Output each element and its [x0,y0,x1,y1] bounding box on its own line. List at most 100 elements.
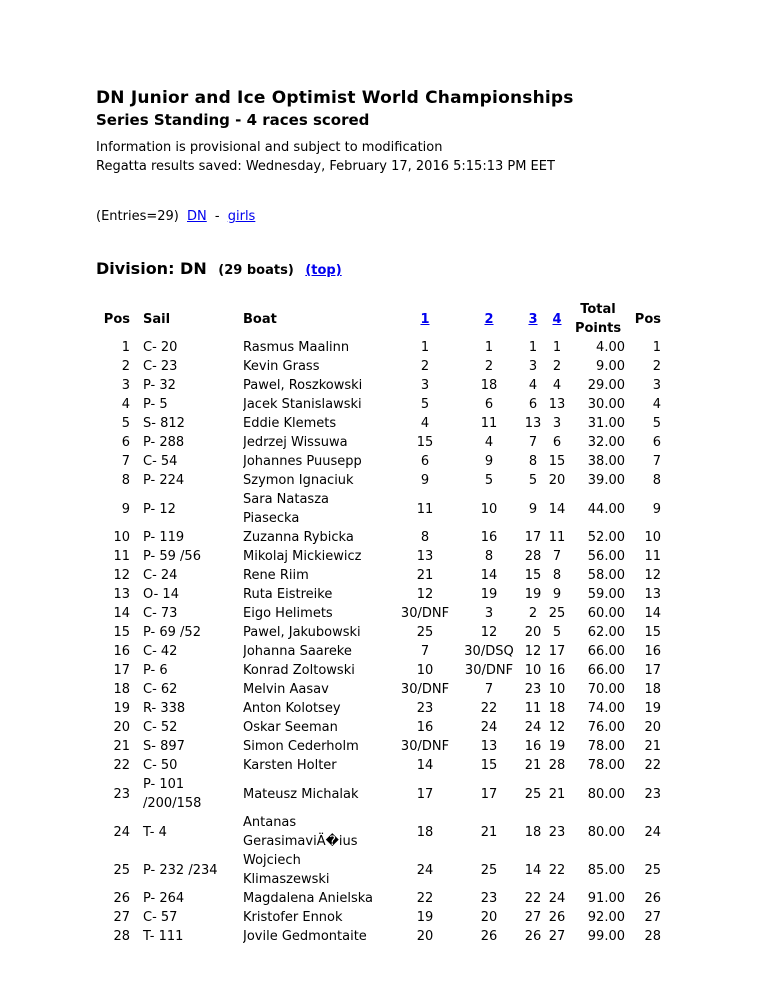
race3-cell: 11 [524,701,542,716]
race1-cell: 25 [416,625,434,640]
sail-cell: C- 54 [143,454,178,469]
sail-cell: P- 12 [143,501,176,517]
table-row: 8 P- 224 Szymon Ignaciuk 9 5 5 20 39.00 8 [96,471,661,490]
pos-cell: 17 [113,663,130,678]
table-row: 27 C- 57 Kristofer Ennok 19 20 27 26 92.00 27 [96,908,661,927]
race1-cell: 14 [416,758,434,773]
table-row: 20 C- 52 Oskar Seeman 16 24 24 12 76.00 20 [96,718,661,737]
race2-cell: 3 [484,606,494,621]
race1-cell: 5 [420,397,430,412]
race-4-link[interactable]: 4 [552,311,562,327]
results-table-body: 1 C- 20 Rasmus Maalinn 1 1 1 1 4.00 1 2 C- 23 Kevin… [96,338,661,946]
pos-right-cell: 19 [644,701,661,716]
sail-cell: R- 338 [143,701,186,716]
results-saved-timestamp: Regatta results saved: Wednesday, Februa… [96,159,555,174]
pos-right-cell: 23 [644,786,661,802]
race1-cell: 18 [416,824,434,840]
sail-cell: P- 69 /52 [143,625,201,640]
race3-cell: 2 [528,606,538,621]
table-row: 24 T- 4 Antanas GerasimaviÄ�ius 18 21 18 23 80.… [96,813,661,851]
total-points-cell: 74.00 [587,701,625,716]
top-link[interactable]: (top) [305,263,342,278]
sail-cell: P- 224 [143,473,185,488]
total-points-cell: 92.00 [587,910,625,925]
boat-cell: Jedrzej Wissuwa [243,435,348,450]
table-row: 22 C- 50 Karsten Holter 14 15 21 28 78.00 22 [96,756,661,775]
race3-cell: 19 [524,587,542,602]
boat-cell: Oskar Seeman [243,720,338,735]
pos-cell: 26 [113,891,130,906]
race3-cell: 17 [524,530,542,545]
boat-cell: Eddie Klemets [243,416,337,431]
dn-division-link[interactable]: DN [187,209,207,224]
race4-cell: 15 [548,454,566,469]
pos-right-cell: 4 [652,397,661,412]
pos-right-cell: 28 [644,929,661,944]
table-row: 16 C- 42 Johanna Saareke 7 30/DSQ 12 17 66.00 16 [96,642,661,661]
sail-cell: P- 59 /56 [143,549,201,564]
total-points-cell: 85.00 [587,862,625,878]
col-header-total-points: Total Points [574,302,622,336]
table-header-row: Pos Sail Boat 1 2 3 4 Total Points Pos [96,300,661,338]
boat-cell: Antanas GerasimaviÄ�ius [243,815,358,849]
race1-cell: 9 [420,473,430,488]
total-points-cell: 31.00 [587,416,625,431]
boats-count: (29 boats) [218,263,294,278]
pos-cell: 18 [113,682,130,697]
race4-cell: 11 [548,530,566,545]
boat-cell: Zuzanna Rybicka [243,530,354,545]
table-row: 7 C- 54 Johannes Puusepp 6 9 8 15 38.00 7 [96,452,661,471]
race1-cell: 8 [420,530,430,545]
race1-cell: 6 [420,454,430,469]
race1-cell: 7 [420,644,430,659]
pos-cell: 10 [113,530,130,545]
race-1-link[interactable]: 1 [420,311,430,327]
total-points-cell: 78.00 [587,758,625,773]
sail-cell: C- 42 [143,644,178,659]
boat-cell: Mateusz Michalak [243,786,359,802]
sail-cell: P- 32 [143,378,176,393]
race1-cell: 12 [416,587,434,602]
race3-cell: 6 [528,397,538,412]
race4-cell: 17 [548,644,566,659]
page-subtitle: Series Standing - 4 races scored [96,111,370,129]
race2-cell: 15 [480,758,498,773]
race2-cell: 22 [480,701,498,716]
total-points-cell: 30.00 [587,397,625,412]
boat-cell: Anton Kolotsey [243,701,341,716]
girls-division-link[interactable]: girls [227,209,256,224]
pos-cell: 20 [113,720,130,735]
total-points-cell: 62.00 [587,625,625,640]
table-row: 19 R- 338 Anton Kolotsey 23 22 11 18 74.00 19 [96,699,661,718]
col-header-boat: Boat [243,311,277,327]
pos-right-cell: 25 [644,862,661,878]
race1-cell: 16 [416,720,434,735]
pos-right-cell: 16 [644,644,661,659]
race4-cell: 23 [548,824,566,840]
table-row: 11 P- 59 /56 Mikolaj Mickiewicz 13 8 28 7 56.00… [96,547,661,566]
entries-separator: - [214,209,220,224]
race1-cell: 21 [416,568,434,583]
table-row: 25 P- 232 /234 Wojciech Klimaszewski 24 25 14… [96,851,661,889]
sail-cell: S- 897 [143,739,185,754]
pos-cell: 15 [113,625,130,640]
race4-cell: 9 [552,587,562,602]
total-points-cell: 80.00 [587,824,625,840]
total-points-cell: 58.00 [587,568,625,583]
race-2-link[interactable]: 2 [484,311,494,327]
table-row: 13 O- 14 Ruta Eistreike 12 19 19 9 59.00 13 [96,585,661,604]
total-points-cell: 44.00 [587,501,625,517]
total-points-cell: 59.00 [587,587,625,602]
race1-cell: 1 [420,340,430,355]
race1-cell: 17 [416,786,434,802]
pos-cell: 1 [121,340,130,355]
pos-right-cell: 2 [652,359,661,374]
race-3-link[interactable]: 3 [528,311,538,327]
table-row: 23 P- 101 /200/158 Mateusz Michalak 17 17 25 2… [96,775,661,813]
pos-right-cell: 15 [644,625,661,640]
table-row: 6 P- 288 Jedrzej Wissuwa 15 4 7 6 32.00 6 [96,433,661,452]
division-title: Division: DN [96,259,207,278]
sail-cell: C- 73 [143,606,178,621]
sail-cell: C- 20 [143,340,178,355]
